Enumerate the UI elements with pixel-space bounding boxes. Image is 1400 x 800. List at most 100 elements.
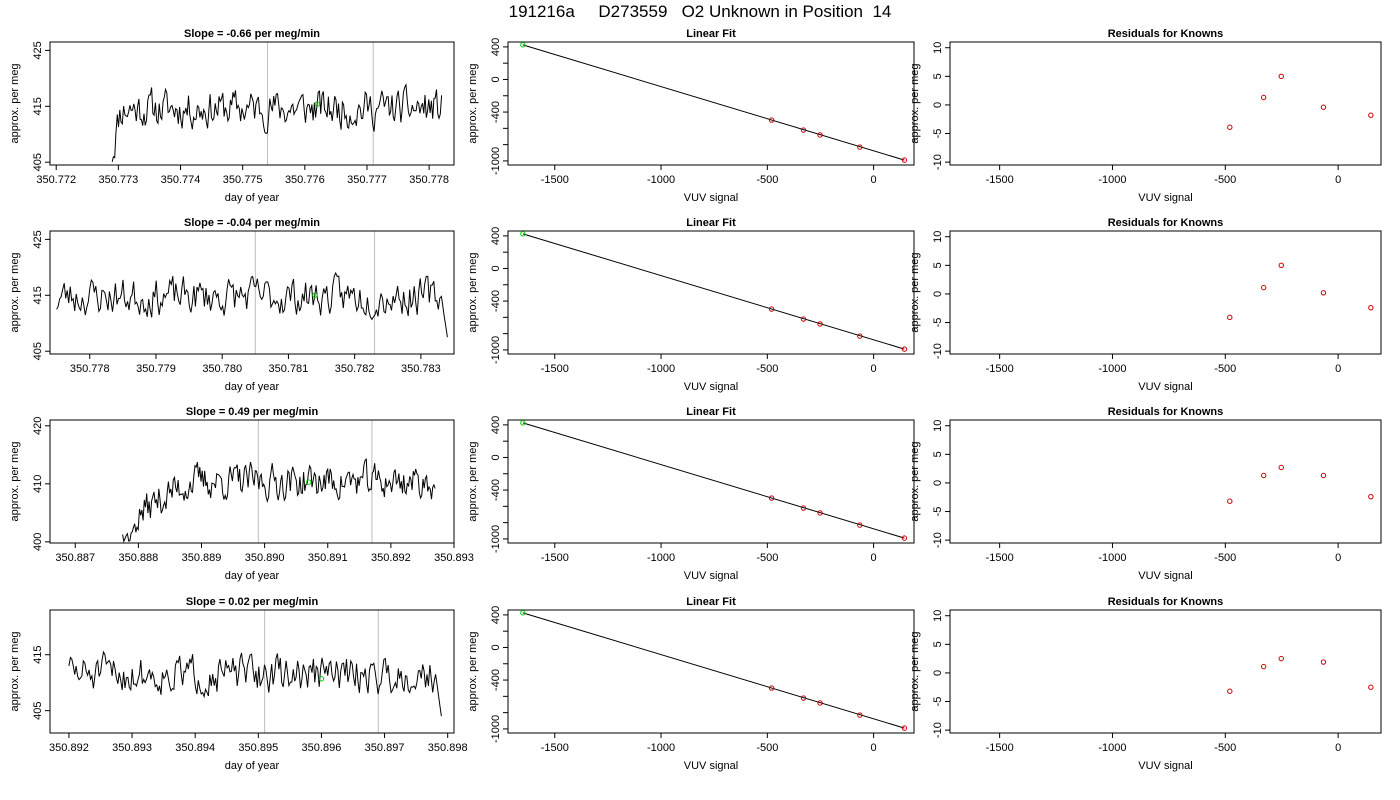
residual-point [1320, 659, 1327, 665]
x-tick-label: -1000 [1098, 552, 1126, 564]
fit-line [522, 233, 905, 350]
x-tick-label: 0 [1335, 174, 1341, 186]
plot-area [520, 42, 908, 163]
r1-resid-panel: Residuals for Knowns -1500 -1000 -500 0 10 5 0 -… [909, 28, 1382, 204]
y-tick-label: 405 [32, 342, 44, 360]
r3-fit-panel: Linear Fit -1500 -1000 -500 0 400 0 -400 -1000 VU… [467, 406, 915, 582]
x-tick-label: -500 [1214, 552, 1236, 564]
known-point [800, 695, 807, 701]
y-tick-label: -1000 [490, 336, 502, 364]
x-tick-label: 350.782 [335, 363, 375, 375]
plot-area [520, 610, 908, 731]
y-tick-label: -10 [932, 154, 944, 170]
plot-frame [949, 230, 1382, 355]
known-point [768, 685, 775, 691]
r4-fit-panel: Linear Fit -1500 -1000 -500 0 400 0 -400 -1000 VU… [467, 596, 915, 772]
x-axis-label: VUV signal [1138, 570, 1192, 582]
y-tick-label: -400 [490, 101, 502, 123]
fit-line [522, 422, 905, 539]
y-tick-label: 400 [490, 38, 502, 56]
y-tick-label: 0 [932, 480, 944, 486]
r2-timeseries-panel: Slope = -0.04 per meg/min 350.778 350.779 3… [9, 217, 455, 393]
r2-fit-panel: Linear Fit -1500 -1000 -500 0 400 0 -400 -1000 VU… [467, 217, 915, 393]
known-point [800, 127, 807, 133]
x-axis-label: day of year [225, 192, 280, 204]
y-tick-label: 0 [932, 291, 944, 297]
known-point [901, 157, 908, 163]
y-tick-label: 425 [32, 41, 44, 59]
plot-area [520, 420, 908, 541]
x-tick-label: 350.894 [175, 742, 215, 754]
x-tick-label: 350.892 [371, 552, 411, 564]
y-tick-label: 400 [490, 606, 502, 624]
known-point [857, 712, 863, 718]
plot-frame [949, 609, 1382, 734]
x-tick-label: 350.893 [112, 742, 152, 754]
known-point [901, 535, 908, 541]
x-tick-label: 350.890 [245, 552, 285, 564]
x-tick-label: -1500 [986, 552, 1014, 564]
x-axis-label: day of year [225, 760, 280, 772]
y-tick-label: -400 [490, 669, 502, 691]
x-tick-label: 350.783 [401, 363, 441, 375]
unknown-point [520, 420, 526, 426]
x-tick-label: 350.896 [302, 742, 342, 754]
y-tick-label: -1000 [490, 525, 502, 553]
r4-timeseries-panel: Slope = 0.02 per meg/min 350.892 350.893 35… [9, 596, 468, 772]
y-tick-label: 0 [490, 454, 502, 460]
y-tick-label: 0 [490, 644, 502, 650]
known-point [768, 117, 775, 123]
y-axis-label: approx. per meg [909, 63, 921, 143]
x-tick-label: 350.898 [428, 742, 468, 754]
x-axis-label: VUV signal [684, 570, 738, 582]
x-axis-label: VUV signal [684, 760, 738, 772]
known-point [817, 510, 823, 516]
x-tick-label: -1000 [1098, 363, 1126, 375]
x-tick-label: 350.777 [347, 174, 387, 186]
plot-frame [507, 419, 915, 544]
plot-frame [507, 609, 915, 734]
y-axis-label: approx. per meg [467, 631, 479, 711]
unknown-mean-point [314, 101, 320, 107]
y-tick-label: -400 [490, 290, 502, 312]
y-tick-label: -1000 [490, 147, 502, 175]
y-tick-label: -10 [932, 532, 944, 548]
plot-frame [949, 419, 1382, 544]
x-tick-label: -1000 [1098, 174, 1126, 186]
x-axis-label: VUV signal [1138, 192, 1192, 204]
x-axis-label: day of year [225, 381, 280, 393]
y-tick-label: -400 [490, 479, 502, 501]
y-tick-label: 5 [932, 73, 944, 79]
plot-area [56, 271, 448, 338]
r1-timeseries-panel: Slope = -0.66 per meg/min 350.772 350.773 3… [9, 28, 455, 204]
residual-point [1320, 472, 1327, 479]
panel-title: Linear Fit [686, 406, 736, 418]
known-point [857, 144, 863, 150]
x-tick-label: 350.779 [136, 363, 176, 375]
plot-frame [49, 41, 455, 166]
y-tick-label: 10 [932, 420, 944, 432]
x-tick-label: -500 [1214, 174, 1236, 186]
plot-frame [49, 230, 455, 355]
unknown-point [520, 610, 526, 616]
x-tick-label: 350.774 [161, 174, 201, 186]
x-tick-label: -1500 [986, 363, 1014, 375]
x-tick-label: 350.776 [285, 174, 325, 186]
x-tick-label: 350.778 [409, 174, 449, 186]
x-tick-label: 0 [1335, 363, 1341, 375]
residual-point [1320, 104, 1327, 110]
y-tick-label: -5 [932, 697, 944, 707]
x-tick-label: 350.897 [365, 742, 405, 754]
y-tick-label: 10 [932, 42, 944, 54]
known-point [817, 700, 823, 706]
x-tick-label: 350.775 [223, 174, 263, 186]
residual-point [1260, 284, 1267, 291]
residual-point [1260, 94, 1267, 101]
residual-point [1278, 655, 1284, 662]
r3-resid-panel: Residuals for Knowns -1500 -1000 -500 0 10 5 0 -… [909, 406, 1382, 582]
y-tick-label: 405 [32, 701, 44, 719]
plot-area [520, 231, 908, 352]
y-tick-label: 10 [932, 610, 944, 622]
y-tick-label: 10 [932, 231, 944, 243]
